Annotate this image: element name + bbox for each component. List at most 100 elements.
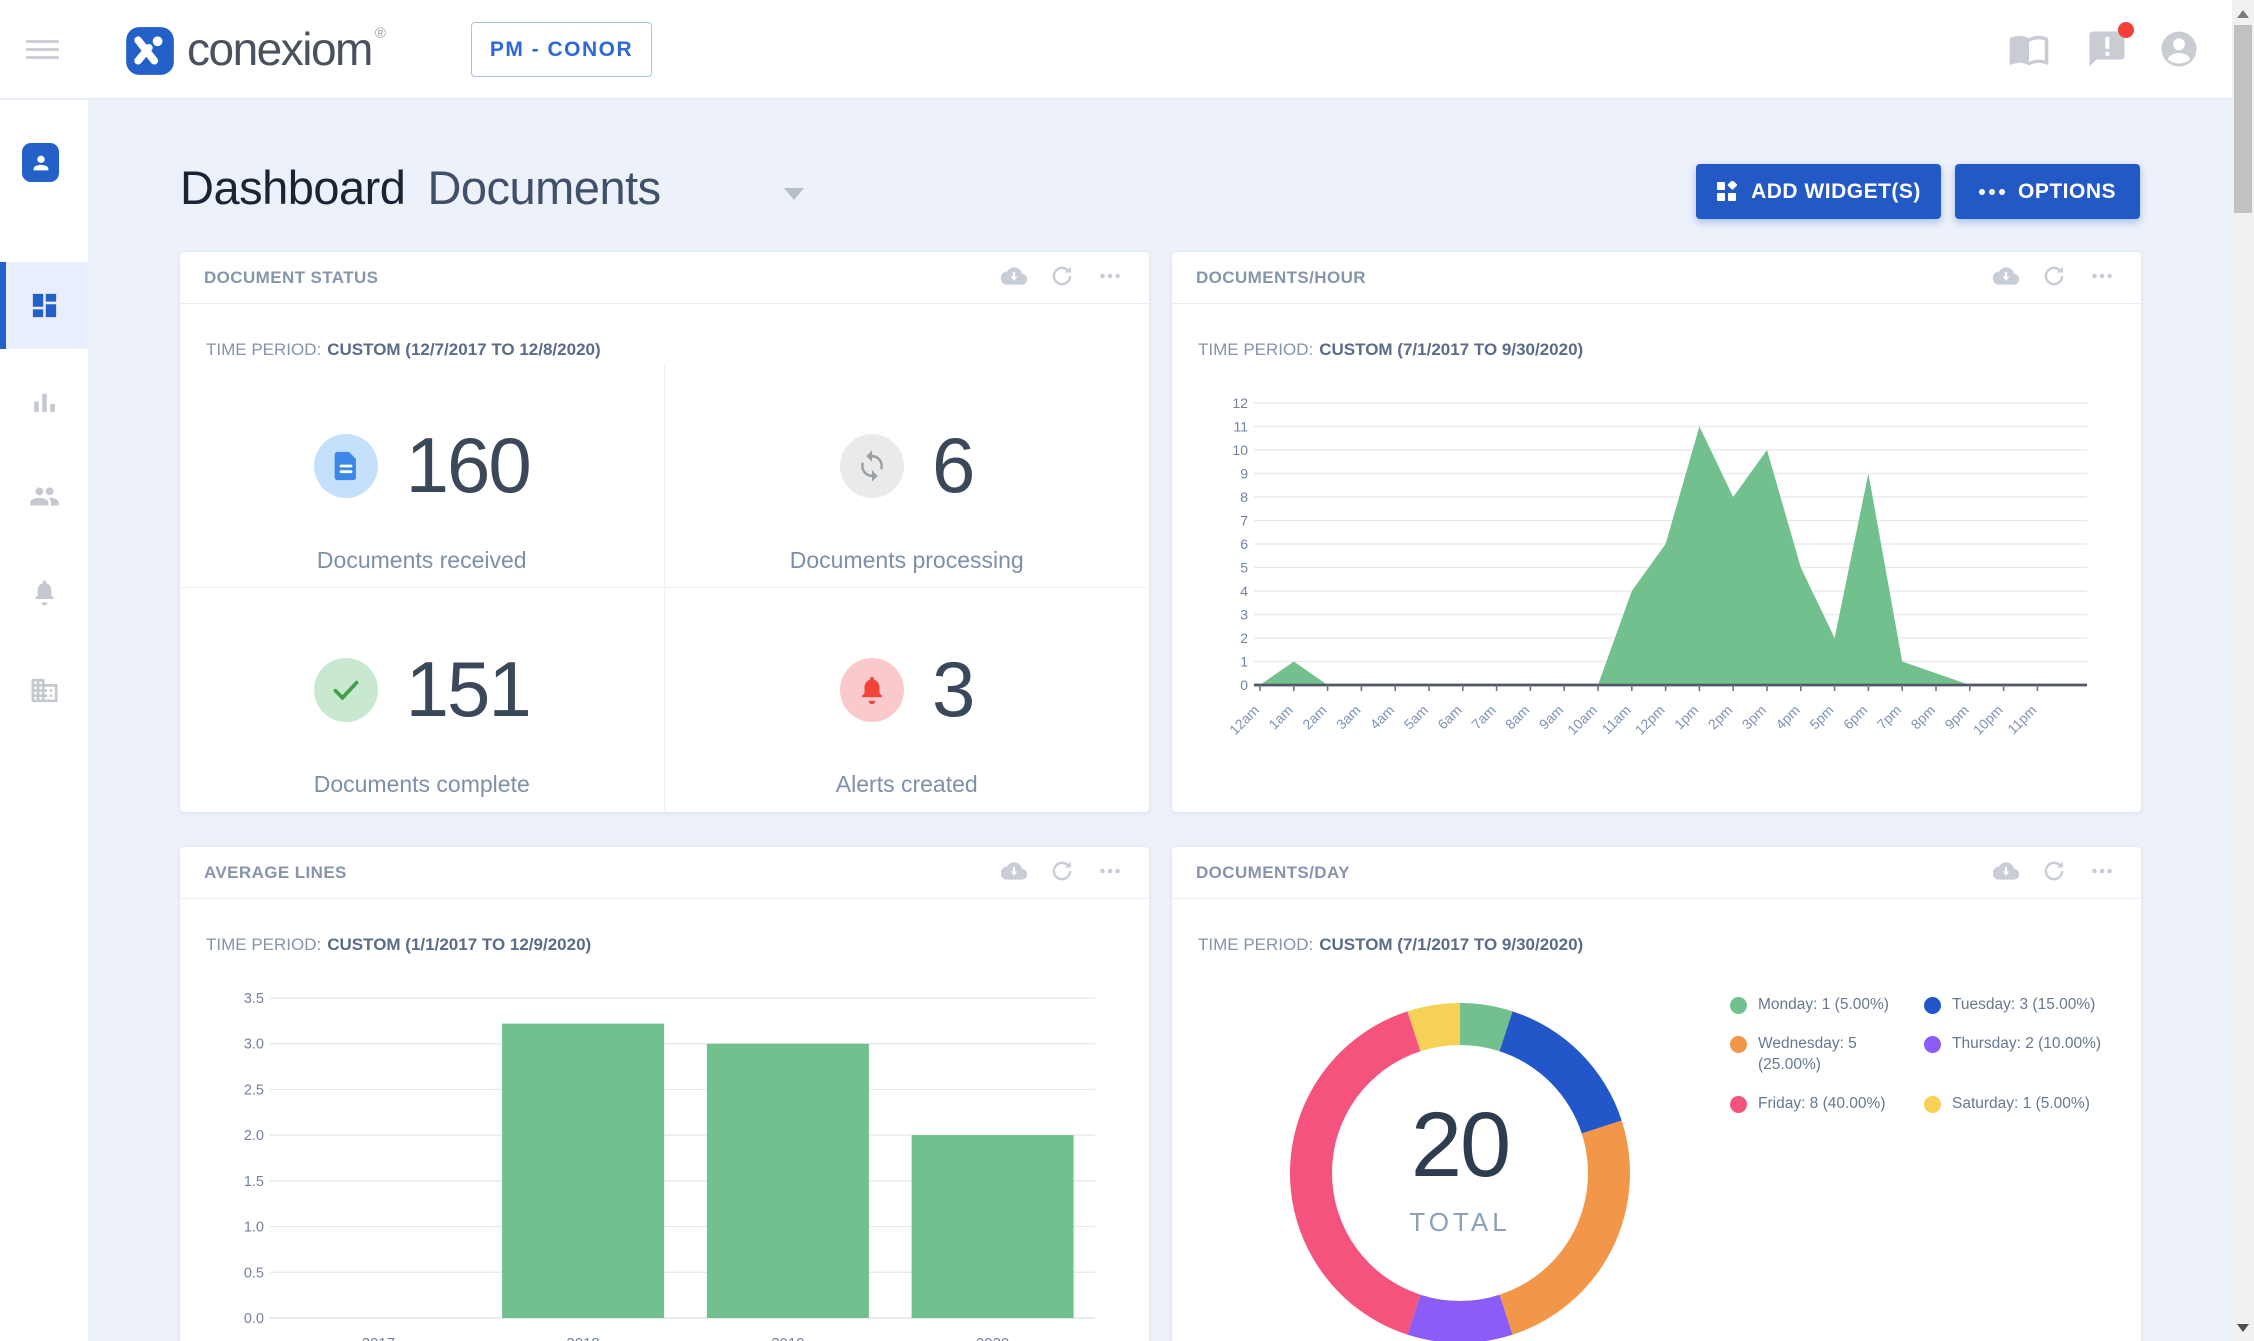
stat-value: 160 [405,421,532,509]
svg-text:1: 1 [1240,654,1248,670]
svg-text:2.5: 2.5 [244,1082,264,1098]
sidebar-item-reports[interactable] [0,386,89,417]
monday-dot-icon [1730,997,1747,1014]
svg-text:8am: 8am [1502,702,1533,733]
widget-documents-day: DOCUMENTS/DAY TIME PERIOD: CUSTOM (7/1/20… [1172,847,2141,1341]
svg-text:2am: 2am [1299,702,1330,733]
download-icon[interactable] [999,263,1029,293]
profile-icon[interactable] [2156,27,2202,73]
more-options-icon[interactable] [1095,263,1125,293]
sync-icon [840,433,905,498]
options-button[interactable]: OPTIONS [1955,164,2140,219]
sidebar-item-profile[interactable] [22,143,59,182]
svg-text:1pm: 1pm [1671,702,1702,733]
legend-item-saturday: Saturday: 1 (5.00%) [1924,1094,2144,1115]
documents-per-day-donut-chart [1250,963,1670,1341]
stat-label: Documents processing [789,547,1024,573]
user-badge-icon [33,155,48,170]
svg-text:12pm: 12pm [1632,702,1668,738]
time-period: TIME PERIOD: CUSTOM (7/1/2017 TO 9/30/202… [1198,935,1584,954]
refresh-icon[interactable] [1047,263,1077,293]
legend-item-wednesday: Wednesday: 5 (25.00%) [1730,1034,1924,1076]
sidebar-item-company[interactable] [0,675,89,706]
svg-text:2020: 2020 [976,1335,1009,1341]
scroll-down-icon[interactable] [2237,1324,2249,1332]
refresh-icon[interactable] [1047,858,1077,888]
brand-icon [126,27,174,75]
svg-text:2017: 2017 [362,1335,395,1341]
company-icon [31,678,58,703]
account-selector-button[interactable]: PM - CONOR [471,22,652,77]
options-label: OPTIONS [2017,179,2116,203]
svg-text:0.5: 0.5 [244,1265,264,1281]
bar-chart-icon [34,393,55,412]
refresh-icon[interactable] [2039,858,2069,888]
page-title-secondary: Documents [427,161,661,214]
sidebar-item-alerts[interactable] [0,577,89,608]
legend-label: Friday: 8 (40.00%) [1758,1094,1886,1112]
sidebar-item-dashboard[interactable] [0,262,89,349]
svg-text:7: 7 [1240,513,1248,529]
registered-mark: ® [374,25,386,42]
svg-text:7am: 7am [1468,702,1499,733]
dashboard-icon [32,293,57,318]
download-icon[interactable] [1991,263,2021,293]
vertical-scrollbar[interactable] [2232,0,2254,1341]
refresh-icon[interactable] [2039,263,2069,293]
svg-text:2: 2 [1240,630,1248,646]
svg-text:7pm: 7pm [1874,702,1905,733]
stat-documents-processing: 6 Documents processing [664,364,1149,588]
documents-per-hour-area-chart: 0 1 2 3 4 5 6 7 8 9 10 11 12 12am 1am 2am 3am 4am 5am 6am 7a… [1198,378,2115,761]
svg-text:10pm: 10pm [1970,702,2006,738]
svg-text:2019: 2019 [771,1335,804,1341]
widget-header: DOCUMENTS/HOUR [1172,252,2141,304]
svg-text:1.0: 1.0 [244,1220,264,1236]
more-options-icon[interactable] [2087,858,2117,888]
svg-text:10: 10 [1232,442,1248,458]
topbar: conexiom ® PM - CONOR [0,0,2232,99]
wednesday-dot-icon [1730,1035,1747,1053]
book-icon[interactable] [2006,27,2052,73]
stat-alerts-created: 3 Alerts created [665,588,1150,812]
widget-header: AVERAGE LINES [180,847,1149,899]
svg-text:6pm: 6pm [1840,702,1871,733]
check-icon [313,657,378,722]
svg-text:3: 3 [1240,607,1248,623]
average-lines-bar-chart: 0.0 0.5 1.0 1.5 2.0 2.5 3.0 3.5 2017 2018 2019 2020 [206,973,1123,1341]
svg-text:6: 6 [1240,536,1248,552]
download-icon[interactable] [999,858,1029,888]
svg-text:8: 8 [1240,489,1248,505]
stat-label: Documents complete [313,771,530,797]
add-widgets-button[interactable]: ADD WIDGET(S) [1696,164,1941,219]
svg-text:0: 0 [1240,677,1248,693]
add-widgets-label: ADD WIDGET(S) [1751,179,1921,203]
svg-text:6am: 6am [1434,702,1465,733]
svg-text:12: 12 [1232,395,1248,411]
widget-average-lines: AVERAGE LINES TIME PERIOD: CUSTOM (1/1/20… [180,847,1149,1341]
stat-documents-complete: 151 Documents complete [180,588,665,812]
tuesday-dot-icon [1924,997,1941,1014]
scroll-up-icon[interactable] [2237,10,2249,18]
dashboard-select-caret-icon[interactable] [784,188,804,200]
legend-label: Saturday: 1 (5.00%) [1952,1094,2090,1112]
stat-value: 3 [932,645,975,733]
scrollbar-thumb[interactable] [2234,25,2252,213]
widget-tools [999,858,1125,888]
legend-label: Monday: 1 (5.00%) [1758,996,1889,1013]
feedback-alert-icon[interactable] [2084,22,2134,73]
download-icon[interactable] [1991,858,2021,888]
svg-text:3pm: 3pm [1739,702,1770,733]
sidebar-item-users[interactable] [0,481,89,512]
brand-logo[interactable]: conexiom ® [124,23,386,77]
menu-icon[interactable] [26,40,59,62]
svg-text:2018: 2018 [566,1335,599,1341]
widget-tools [1991,858,2117,888]
legend-item-tuesday: Tuesday: 3 (15.00%) [1924,995,2144,1016]
widget-header: DOCUMENTS/DAY [1172,847,2141,899]
svg-text:3am: 3am [1333,702,1364,733]
more-options-icon[interactable] [1095,858,1125,888]
widget-tools [999,263,1125,293]
more-options-icon[interactable] [2087,263,2117,293]
widget-title: DOCUMENTS/DAY [1196,862,1350,882]
